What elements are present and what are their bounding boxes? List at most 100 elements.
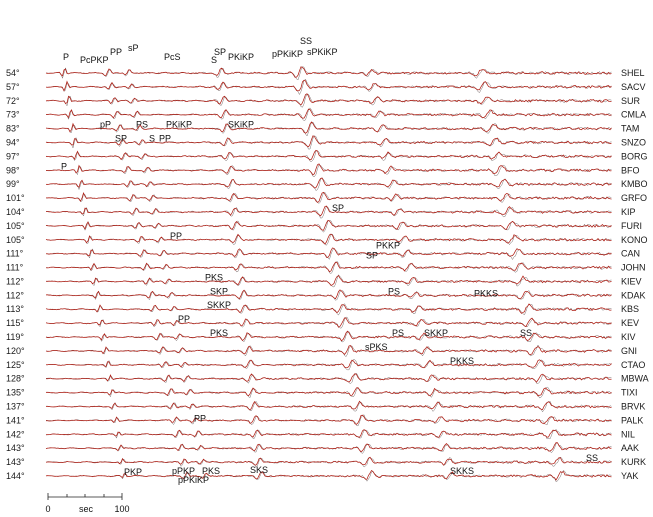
trace-distance-label: 83° <box>6 124 20 134</box>
phase-label: pPKiKP <box>272 49 303 59</box>
seismogram-trace-observed <box>45 359 612 369</box>
trace-distance-label: 142° <box>6 429 25 439</box>
seismogram-trace-observed <box>46 108 612 119</box>
seismogram-trace-observed <box>45 469 612 481</box>
trace-group <box>45 66 612 482</box>
trace-station-label: KDAK <box>621 290 646 300</box>
time-axis: 0 sec 100 <box>45 493 130 514</box>
trace-distance-label: 137° <box>6 402 25 412</box>
trace-station-label: SUR <box>621 96 641 106</box>
trace-distance-label: 125° <box>6 360 25 370</box>
seismogram-trace-observed <box>45 135 612 148</box>
trace-distance-label: 54° <box>6 68 20 78</box>
seismogram-trace-observed <box>46 205 612 217</box>
trace-station-label: GNI <box>621 346 637 356</box>
time-tick-label-0: 0 <box>45 504 50 514</box>
trace-station-label: MBWA <box>621 374 649 384</box>
trace-distance-label: 113° <box>6 304 24 314</box>
phase-label: PP <box>194 413 206 423</box>
phase-label: pP <box>100 120 111 130</box>
trace-distance-label: 115° <box>6 318 24 328</box>
phase-label: PP <box>170 231 182 241</box>
phase-label: SP <box>332 203 344 213</box>
seismogram-trace-synthetic <box>45 386 612 399</box>
trace-station-label: KMBO <box>621 179 648 189</box>
trace-distance-label: 57° <box>6 82 20 92</box>
trace-distance-label: 112° <box>6 290 24 300</box>
trace-distance-label: 73° <box>6 110 20 120</box>
time-tick-label-100: 100 <box>114 504 129 514</box>
phase-label: PP <box>178 314 190 324</box>
phase-label: PKP <box>124 467 142 477</box>
seismogram-trace-observed <box>45 219 612 231</box>
phase-label: P <box>61 161 67 171</box>
trace-distance-label: 99° <box>6 179 20 189</box>
distance-label-column: 54° 57° 72° 73° 83° 94° 97° 98° 99° 101° 104° 105° 1… <box>6 68 25 481</box>
trace-station-label: KURK <box>621 457 646 467</box>
trace-station-label: KONO <box>621 235 648 245</box>
seismogram-trace-synthetic <box>45 220 612 233</box>
phase-label: SS <box>586 453 598 463</box>
trace-distance-label: 111° <box>6 263 24 273</box>
phase-label: SKKP <box>424 328 448 338</box>
trace-station-label: KIEV <box>621 276 642 286</box>
phase-label: PKS <box>202 466 220 476</box>
seismogram-trace-observed <box>45 93 612 106</box>
trace-distance-label: 143° <box>6 457 25 467</box>
phase-label: SKS <box>250 465 268 475</box>
trace-distance-label: 128° <box>6 374 25 384</box>
trace-station-label: TAM <box>621 124 639 134</box>
phase-label: SKiKP <box>228 120 254 130</box>
phase-label: PKS <box>205 272 223 282</box>
trace-station-label: KBS <box>621 304 639 314</box>
seismogram-trace-observed <box>45 414 612 425</box>
seismogram-trace-observed <box>45 163 612 176</box>
seismogram-trace-observed <box>45 317 612 328</box>
seismogram-trace-observed <box>45 330 612 342</box>
seismogram-trace-observed <box>45 233 612 245</box>
time-unit-label: sec <box>79 504 94 514</box>
trace-station-label: PALK <box>621 415 643 425</box>
trace-station-label: BFO <box>621 165 640 175</box>
phase-label: PKiKP <box>166 120 192 130</box>
trace-distance-label: 144° <box>6 471 25 481</box>
trace-distance-label: 119° <box>6 332 24 342</box>
seismogram-trace-observed <box>45 442 612 453</box>
phase-label: SS <box>520 328 532 338</box>
seismogram-trace-observed <box>45 456 612 466</box>
seismogram-trace-observed <box>45 149 612 161</box>
phase-label: sP <box>128 43 139 53</box>
trace-distance-label: 143° <box>6 443 25 453</box>
phase-label: PP <box>110 47 122 57</box>
trace-distance-label: 94° <box>6 137 20 147</box>
seismogram-trace-observed <box>45 400 612 411</box>
trace-station-label: SNZO <box>621 137 646 147</box>
phase-label: PKS <box>210 328 228 338</box>
phase-label: SKKS <box>450 466 474 476</box>
phase-label: sPKS <box>365 342 388 352</box>
phase-label: S <box>149 133 155 143</box>
seismogram-trace-observed <box>46 191 612 203</box>
phase-label: SKKP <box>207 300 231 310</box>
trace-station-label: JOHN <box>621 263 646 273</box>
trace-station-label: KIV <box>621 332 636 342</box>
station-label-column: SHEL SACV SUR CMLA TAM SNZO BORG BFO KMBO GRFO KIP… <box>621 68 649 481</box>
seismogram-trace-observed <box>46 275 612 286</box>
seismogram-trace-synthetic <box>45 233 612 246</box>
seismogram-trace-observed <box>45 261 612 273</box>
phase-label: SP <box>115 133 127 143</box>
phase-label: P <box>63 52 69 62</box>
phase-label: PS <box>136 120 148 130</box>
phase-label: SP <box>366 251 378 261</box>
phase-label: S <box>211 55 217 65</box>
trace-distance-label: 112° <box>6 276 24 286</box>
phase-label: PcPKP <box>80 55 109 65</box>
trace-distance-label: 72° <box>6 96 20 106</box>
phase-label: SKP <box>210 286 228 296</box>
seismogram-trace-observed <box>45 345 612 355</box>
seismogram-trace-synthetic <box>45 177 612 191</box>
seismogram-trace-observed <box>45 289 612 300</box>
phase-label: PKKP <box>376 241 400 251</box>
seismogram-trace-synthetic <box>45 192 612 204</box>
trace-station-label: YAK <box>621 471 638 481</box>
